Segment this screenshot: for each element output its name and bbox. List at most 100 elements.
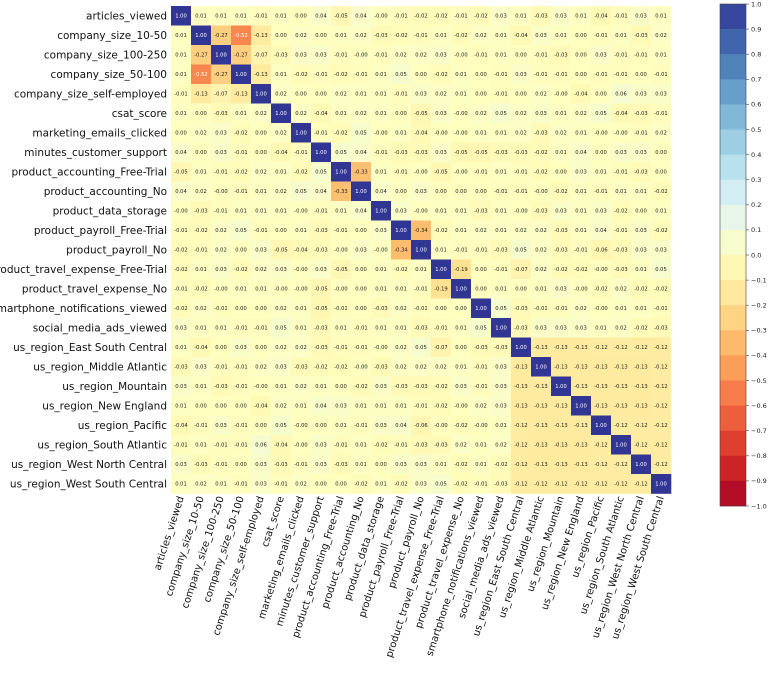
heatmap-cell bbox=[431, 454, 452, 475]
heatmap-cell bbox=[271, 357, 292, 377]
cell-value-label: 0.00 bbox=[195, 404, 207, 410]
heatmap-cell bbox=[411, 318, 432, 338]
cell-value-label: -0.03 bbox=[414, 384, 427, 390]
heatmap-cell bbox=[551, 318, 572, 338]
heatmap-cell bbox=[431, 201, 452, 221]
cell-value-label: -0.01 bbox=[234, 384, 247, 390]
cell-value-label: -0.00 bbox=[214, 189, 227, 195]
heatmap-cell bbox=[291, 25, 312, 46]
heatmap-cell bbox=[511, 162, 532, 182]
cell-value-label: 0.04 bbox=[375, 189, 387, 195]
cell-value-label: -0.01 bbox=[614, 170, 627, 176]
heatmap-cell bbox=[651, 181, 672, 202]
cell-value-label: -0.01 bbox=[334, 345, 347, 351]
cell-value-label: 0.00 bbox=[315, 482, 327, 488]
heatmap-cell bbox=[511, 396, 532, 416]
cell-value-label: 1.00 bbox=[575, 404, 587, 410]
cell-value-label: -0.00 bbox=[254, 384, 267, 390]
colorbar-tick-label: 0.3 bbox=[751, 176, 761, 184]
heatmap-cell bbox=[591, 318, 612, 338]
cell-value-label: 0.01 bbox=[655, 14, 667, 20]
cell-value-label: 0.00 bbox=[235, 306, 247, 312]
heatmap-cell bbox=[571, 220, 592, 241]
cell-value-label: -0.03 bbox=[314, 326, 327, 332]
cell-value-label: -0.02 bbox=[394, 33, 407, 39]
heatmap-cell bbox=[391, 181, 412, 202]
cell-value-label: 0.03 bbox=[555, 209, 567, 215]
heatmap-cell bbox=[651, 6, 672, 26]
heatmap-cell bbox=[411, 142, 432, 163]
cell-value-label: -0.01 bbox=[534, 53, 547, 59]
heatmap-cell bbox=[431, 181, 452, 202]
heatmap-cell bbox=[511, 142, 532, 163]
heatmap-cell bbox=[391, 64, 412, 85]
cell-value-label: 0.02 bbox=[515, 131, 527, 137]
cell-value-label: -0.03 bbox=[314, 248, 327, 254]
cell-value-label: -0.13 bbox=[514, 404, 527, 410]
cell-value-label: 0.00 bbox=[235, 462, 247, 468]
cell-value-label: -0.02 bbox=[454, 423, 467, 429]
heatmap-cell bbox=[651, 142, 672, 163]
row-label: company_size_100-250 bbox=[44, 49, 167, 61]
heatmap-cell bbox=[391, 279, 412, 299]
heatmap-cell bbox=[271, 64, 292, 85]
cell-value-label: -0.01 bbox=[334, 53, 347, 59]
cell-value-label: -0.12 bbox=[634, 443, 647, 449]
row-label: articles_viewed bbox=[86, 10, 167, 22]
heatmap-cell bbox=[371, 220, 392, 241]
cell-value-label: 1.00 bbox=[415, 248, 427, 254]
cell-value-label: -0.01 bbox=[354, 326, 367, 332]
heatmap-cell bbox=[391, 162, 412, 182]
heatmap-cell bbox=[491, 162, 512, 182]
heatmap-cell bbox=[591, 6, 612, 26]
cell-value-label: -0.01 bbox=[614, 53, 627, 59]
heatmap-cell bbox=[211, 474, 232, 494]
cell-value-label: 0.04 bbox=[355, 150, 367, 156]
heatmap-cell bbox=[351, 454, 372, 475]
heatmap-cell bbox=[411, 396, 432, 416]
heatmap-cell bbox=[451, 181, 472, 202]
cell-value-label: 0.00 bbox=[315, 92, 327, 98]
cell-value-label: 0.03 bbox=[175, 384, 187, 390]
cell-value-label: -0.01 bbox=[314, 131, 327, 137]
heatmap-cell bbox=[291, 123, 312, 143]
cell-value-label: -0.03 bbox=[634, 170, 647, 176]
cell-value-label: -0.01 bbox=[474, 248, 487, 254]
heatmap-cell bbox=[571, 318, 592, 338]
cell-value-label: -0.03 bbox=[634, 33, 647, 39]
heatmap-cell bbox=[511, 240, 532, 260]
heatmap-cell bbox=[251, 240, 272, 260]
cell-value-label: -0.12 bbox=[534, 482, 547, 488]
heatmap-cell bbox=[331, 103, 352, 124]
cell-value-label: -0.05 bbox=[174, 170, 187, 176]
heatmap-cell bbox=[391, 45, 412, 65]
heatmap-cell bbox=[471, 6, 492, 26]
cell-value-label: 0.00 bbox=[475, 267, 487, 273]
cell-value-label: -0.07 bbox=[214, 92, 227, 98]
cell-value-label: 0.05 bbox=[415, 345, 427, 351]
heatmap-cell bbox=[391, 220, 412, 241]
heatmap-cell bbox=[351, 298, 372, 319]
cell-value-label: -0.33 bbox=[354, 170, 367, 176]
cell-value-label: -0.00 bbox=[594, 306, 607, 312]
cell-value-label: -0.00 bbox=[294, 209, 307, 215]
heatmap-cell bbox=[351, 318, 372, 338]
cell-value-label: 0.01 bbox=[635, 306, 647, 312]
heatmap-cell bbox=[371, 123, 392, 143]
heatmap-cell bbox=[271, 220, 292, 241]
cell-value-label: 0.03 bbox=[295, 53, 307, 59]
heatmap-cell bbox=[451, 279, 472, 299]
cell-value-label: 0.01 bbox=[375, 92, 387, 98]
cell-value-label: -0.00 bbox=[294, 443, 307, 449]
heatmap-cell bbox=[271, 45, 292, 65]
heatmap-cell bbox=[231, 103, 252, 124]
heatmap-cell bbox=[551, 474, 572, 494]
cell-value-label: -0.12 bbox=[654, 384, 667, 390]
colorbar-band bbox=[720, 154, 746, 180]
heatmap-cell bbox=[631, 64, 652, 85]
cell-value-label: -0.03 bbox=[374, 306, 387, 312]
heatmap-cell bbox=[251, 337, 272, 358]
heatmap-cell bbox=[431, 474, 452, 494]
cell-value-label: 0.00 bbox=[355, 228, 367, 234]
heatmap-cell bbox=[491, 474, 512, 494]
